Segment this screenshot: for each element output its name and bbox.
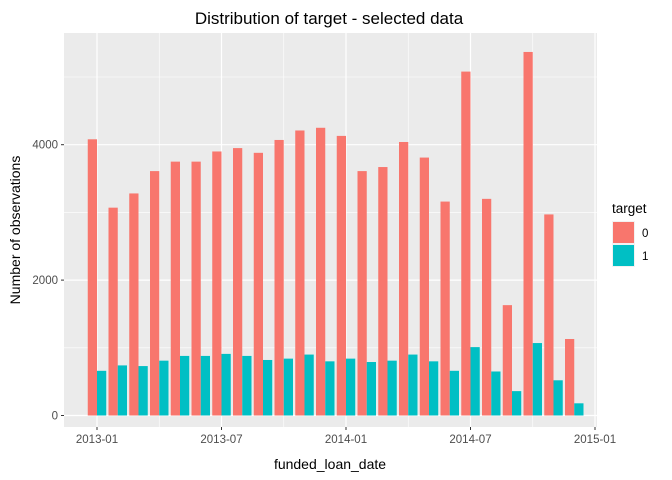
bar-target-0-2014-11 bbox=[544, 214, 554, 416]
bar-target-0-2013-02 bbox=[108, 207, 118, 416]
x-axis-title: funded_loan_date bbox=[274, 456, 386, 472]
bar-target-1-2013-07 bbox=[221, 353, 231, 416]
x-axis: 2013-01 2013-07 2014-01 2014-07 2015-01 bbox=[76, 427, 616, 446]
legend: target 0 1 bbox=[612, 201, 648, 267]
bar-target-0-2013-07 bbox=[212, 151, 222, 416]
bar-target-0-2014-12 bbox=[565, 338, 575, 416]
bar-target-1-2014-03 bbox=[387, 360, 397, 416]
bar-target-0-2014-03 bbox=[378, 167, 388, 416]
bar-target-0-2013-09 bbox=[253, 152, 263, 416]
bar-target-1-2013-08 bbox=[242, 355, 252, 416]
bar-target-1-2014-04 bbox=[408, 354, 418, 416]
legend-title: target bbox=[612, 201, 647, 216]
bar-target-1-2013-05 bbox=[180, 355, 190, 416]
bar-target-1-2014-01 bbox=[346, 358, 356, 416]
bar-target-0-2014-05 bbox=[419, 157, 429, 416]
bar-target-0-2013-11 bbox=[295, 130, 305, 416]
bar-target-1-2013-04 bbox=[159, 360, 169, 416]
bar-target-1-2013-09 bbox=[263, 359, 273, 416]
x-tick-label: 2014-07 bbox=[449, 434, 491, 446]
bar-target-0-2013-04 bbox=[150, 171, 160, 416]
x-tick-label: 2013-01 bbox=[76, 434, 118, 446]
bar-target-0-2014-06 bbox=[440, 201, 450, 416]
bar-target-0-2014-10 bbox=[523, 51, 533, 416]
legend-label-1: 1 bbox=[642, 251, 648, 263]
bar-target-0-2014-07 bbox=[461, 71, 471, 416]
bar-target-1-2014-02 bbox=[366, 362, 376, 416]
bar-target-0-2014-02 bbox=[357, 171, 367, 416]
y-tick-label: 4000 bbox=[32, 140, 58, 152]
y-tick-label: 2000 bbox=[32, 275, 58, 287]
bar-target-0-2014-04 bbox=[399, 141, 409, 416]
bar-target-1-2014-08 bbox=[491, 371, 501, 416]
bar-target-1-2013-06 bbox=[200, 355, 210, 416]
bar-target-1-2014-10 bbox=[532, 343, 542, 416]
bar-target-1-2014-06 bbox=[449, 370, 459, 416]
bar-target-0-2014-08 bbox=[482, 198, 492, 416]
bars bbox=[87, 51, 584, 416]
chart-title: Distribution of target - selected data bbox=[195, 9, 464, 28]
bar-target-1-2014-05 bbox=[429, 361, 439, 416]
bar-target-1-2013-02 bbox=[117, 365, 127, 416]
x-tick-label: 2015-01 bbox=[574, 434, 616, 446]
bar-target-0-2014-09 bbox=[502, 305, 512, 416]
bar-target-0-2013-05 bbox=[170, 161, 180, 416]
bar-target-0-2013-01 bbox=[87, 139, 97, 416]
y-axis: 0 2000 4000 bbox=[32, 140, 64, 422]
bar-target-0-2013-06 bbox=[191, 161, 201, 416]
y-tick-label: 0 bbox=[52, 410, 58, 422]
legend-swatch-1 bbox=[613, 245, 634, 266]
x-tick-label: 2013-07 bbox=[200, 434, 242, 446]
bar-target-0-2013-12 bbox=[316, 127, 326, 416]
bar-target-0-2014-01 bbox=[336, 135, 346, 416]
legend-label-0: 0 bbox=[642, 228, 648, 240]
bar-target-1-2014-09 bbox=[512, 391, 522, 416]
bar-target-1-2013-11 bbox=[304, 354, 314, 416]
y-axis-title: Number of observations bbox=[7, 156, 23, 305]
bar-target-1-2014-07 bbox=[470, 347, 480, 416]
bar-target-1-2013-10 bbox=[283, 358, 293, 416]
bar-target-1-2014-12 bbox=[574, 403, 584, 416]
x-tick-label: 2014-01 bbox=[325, 434, 367, 446]
bar-target-1-2013-01 bbox=[97, 370, 107, 416]
bar-target-0-2013-10 bbox=[274, 139, 284, 416]
bar-target-0-2013-03 bbox=[129, 193, 139, 416]
legend-swatch-0 bbox=[613, 222, 634, 243]
bar-target-1-2013-12 bbox=[325, 361, 335, 416]
bar-target-0-2013-08 bbox=[233, 148, 243, 416]
bar-target-1-2013-03 bbox=[138, 366, 148, 416]
bar-target-1-2014-11 bbox=[553, 380, 563, 416]
